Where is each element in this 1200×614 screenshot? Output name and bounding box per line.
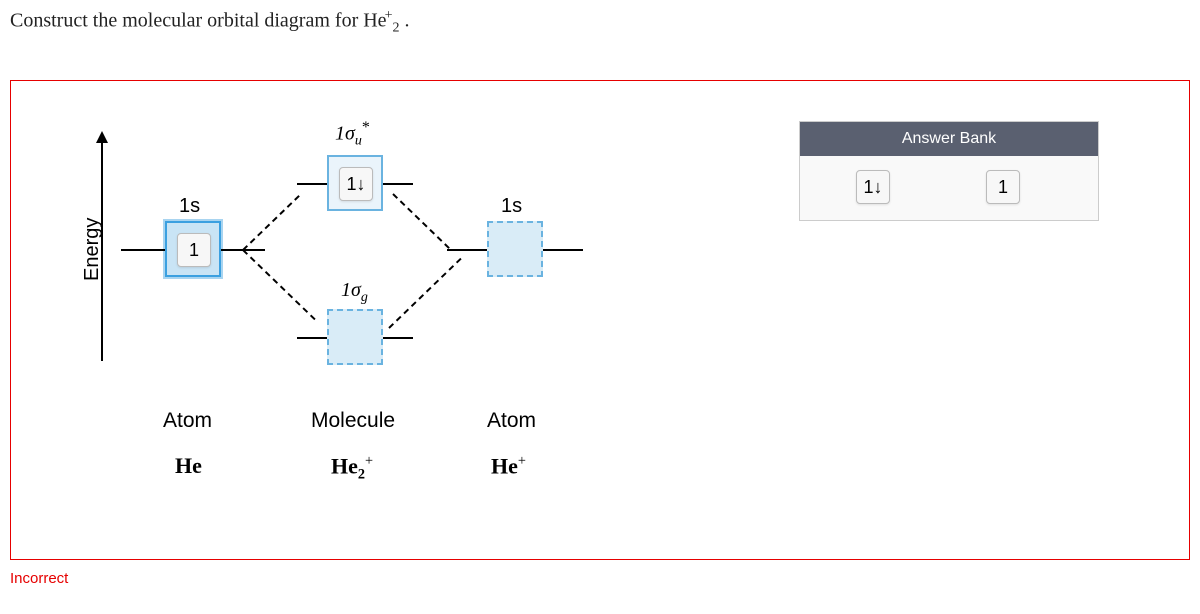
correlation-line [242,195,299,251]
mo-star: * [362,119,370,136]
right-1s-dropzone[interactable] [487,221,543,277]
correlation-line [388,258,461,329]
col-label-mid: Molecule [311,409,395,433]
species-mid: He2+ [331,453,373,484]
answer-bank: Answer Bank 1↓ 1 [799,121,1099,221]
energy-axis-label: Energy [81,218,104,281]
question-text: Construct the molecular orbital diagram … [10,8,409,37]
species-sup: + [365,453,373,469]
tick-line [297,337,327,339]
mo-sub: g [361,290,368,305]
species-right: He+ [491,453,526,479]
left-1s-dropzone[interactable]: 1 [165,221,221,277]
tick-line [543,249,583,251]
electron-tile-left-1s[interactable]: 1 [177,233,211,267]
species-base: He [331,453,358,478]
mo-one: 1 [341,279,351,301]
question-prefix: Construct the molecular orbital diagram … [10,10,363,32]
answer-bank-tile-updown[interactable]: 1↓ [856,170,890,204]
species-sub: 2 [358,467,365,483]
tick-line [121,249,165,251]
correlation-line [392,193,449,249]
right-1s-label: 1s [501,195,522,218]
tick-line [447,249,487,251]
question-suffix: . [399,10,409,32]
species-sup: + [518,453,526,469]
tick-line [383,183,413,185]
sigma-g-dropzone[interactable] [327,309,383,365]
species-base: He [175,453,202,478]
answer-bank-tile-up[interactable]: 1 [986,170,1020,204]
left-1s-label: 1s [179,195,200,218]
tick-line [297,183,327,185]
sigma-g-label: 1σg [341,279,368,306]
electron-tile-sigma-u[interactable]: 1↓ [339,167,373,201]
answer-bank-body[interactable]: 1↓ 1 [800,156,1098,220]
sigma-u-dropzone[interactable]: 1↓ [327,155,383,211]
col-label-left: Atom [163,409,212,433]
mo-sub: u [355,134,362,149]
status-text: Incorrect [10,570,68,587]
answer-bank-header: Answer Bank [800,122,1098,156]
col-label-right: Atom [487,409,536,433]
mo-sigma: σ [351,279,361,301]
mo-sigma: σ [345,123,355,145]
mo-one: 1 [335,123,345,145]
diagram-panel: Energy 1s 1 1σu* 1↓ 1σg 1s Atom Molecule… [10,80,1190,560]
species-base: He [491,453,518,478]
tick-line [383,337,413,339]
correlation-line [242,249,315,320]
species-left: He [175,453,202,479]
question-species-base: He [363,10,386,32]
sigma-u-star-label: 1σu* [335,119,370,150]
